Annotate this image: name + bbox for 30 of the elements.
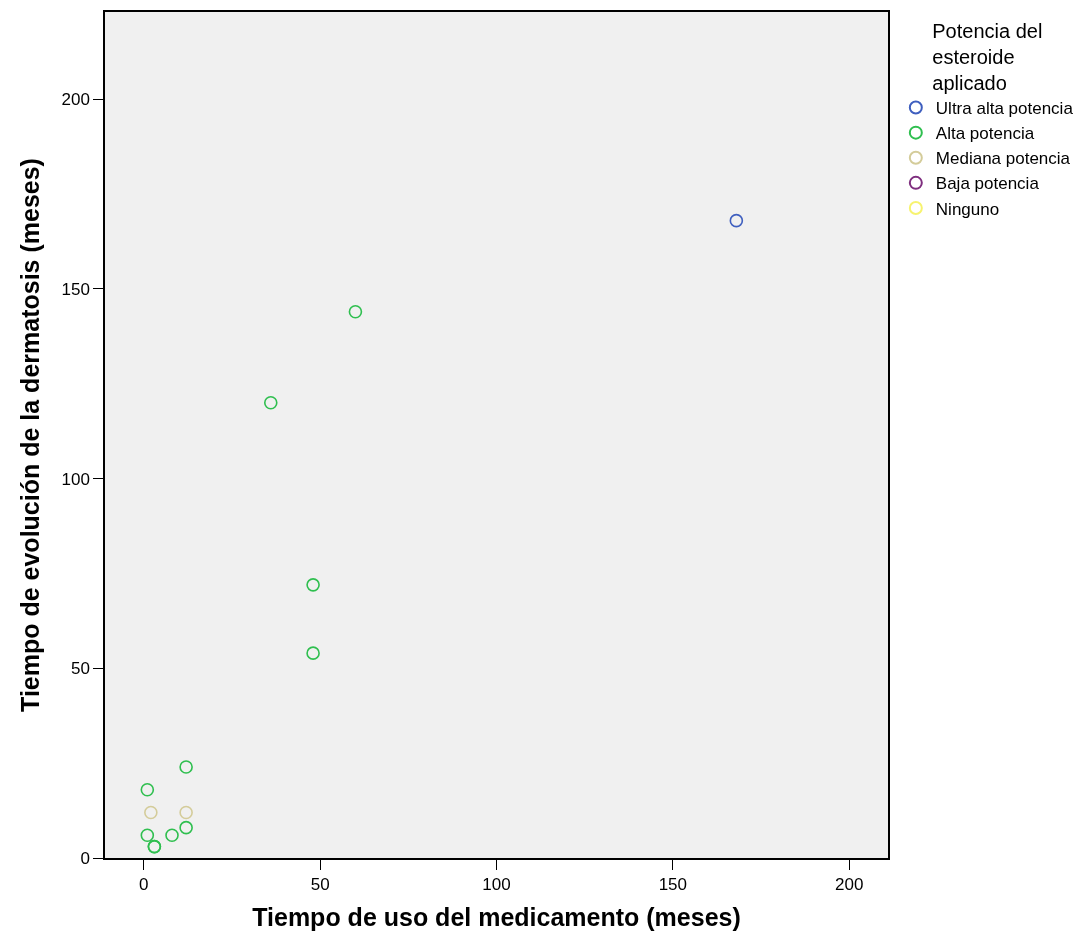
y-tick-label: 200 <box>61 90 90 110</box>
point <box>144 805 158 820</box>
x-tick-label: 50 <box>310 875 330 895</box>
legend-label: Baja potencia <box>935 174 1040 194</box>
legend-label: Ultra alta potencia <box>935 99 1074 119</box>
point <box>348 304 363 319</box>
y-tick-label: 50 <box>70 659 90 679</box>
y-tick-label: 100 <box>61 469 90 489</box>
x-axis-title: Tiempo de uso del medicamento (meses) <box>252 902 741 931</box>
point <box>140 782 155 797</box>
point <box>179 760 193 774</box>
point <box>306 646 320 660</box>
legend-label: Alta potencia <box>935 124 1035 144</box>
x-tick-label: 150 <box>658 875 688 895</box>
point <box>263 395 278 410</box>
y-tick-label: 0 <box>80 848 90 868</box>
point <box>165 828 179 843</box>
x-tick-label: 0 <box>139 875 149 895</box>
x-tick-label: 100 <box>482 875 511 895</box>
legend-title: Potencia del esteroide aplicado <box>932 20 1043 94</box>
x-tick-label: 200 <box>835 875 864 895</box>
point <box>306 578 320 592</box>
legend-label: Mediana potencia <box>935 149 1071 169</box>
y-axis-title: Tiempo de evolución de la dermatosis (meses) <box>15 158 44 712</box>
point <box>179 820 193 835</box>
point <box>729 213 744 228</box>
y-tick-label: 150 <box>61 279 90 299</box>
legend-label: Ninguno <box>935 199 1000 219</box>
point <box>140 828 155 843</box>
point <box>179 805 193 820</box>
